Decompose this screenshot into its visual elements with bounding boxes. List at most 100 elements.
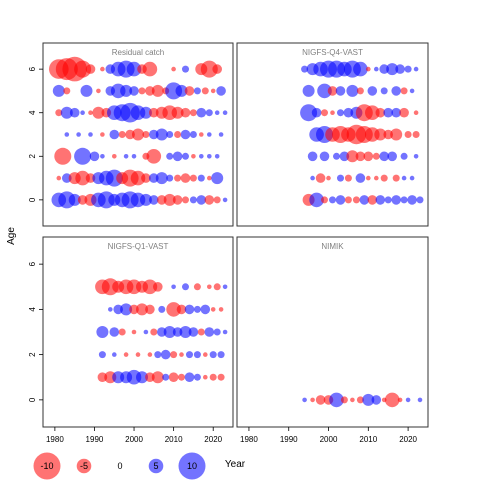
x-tick-label: 2010 bbox=[165, 435, 183, 444]
residual-bubble bbox=[100, 154, 105, 159]
residual-bubble bbox=[374, 66, 379, 72]
residual-bubble bbox=[356, 396, 364, 404]
residual-bubble bbox=[184, 86, 195, 96]
residual-bubble bbox=[74, 147, 92, 165]
residual-bubble bbox=[413, 110, 419, 115]
residual-bubble bbox=[210, 307, 216, 312]
residual-bubble bbox=[311, 107, 322, 118]
residual-bubble bbox=[200, 60, 218, 78]
residual-bubble bbox=[397, 397, 403, 403]
residual-bubble bbox=[407, 195, 417, 205]
residual-bubble bbox=[69, 107, 80, 118]
residual-bubble bbox=[109, 327, 120, 337]
legend-bubble bbox=[148, 458, 164, 474]
residual-bubble bbox=[162, 373, 170, 381]
legend-label: 10 bbox=[187, 461, 197, 471]
residual-bubble bbox=[149, 107, 159, 118]
residual-bubble bbox=[55, 109, 63, 117]
residual-bubble bbox=[207, 154, 212, 159]
legend-entry: 10 bbox=[178, 452, 206, 480]
residual-bubble bbox=[339, 151, 350, 162]
residual-bubble bbox=[390, 128, 403, 141]
residual-bubble bbox=[391, 107, 402, 118]
residual-bubble bbox=[132, 128, 144, 141]
residual-bubble bbox=[326, 175, 331, 181]
panel-frame bbox=[42, 42, 234, 227]
residual-bubble bbox=[200, 304, 211, 315]
residual-bubble bbox=[335, 86, 346, 96]
residual-bubble bbox=[197, 328, 205, 336]
residual-bubble bbox=[400, 152, 408, 160]
residual-bubble bbox=[337, 109, 344, 117]
residual-bubble bbox=[321, 109, 328, 117]
residual-bubble bbox=[145, 86, 155, 96]
residual-bubble bbox=[182, 65, 189, 73]
residual-bubble bbox=[160, 349, 171, 360]
panel-title: Residual catch bbox=[112, 48, 164, 57]
residual-bubble bbox=[409, 175, 415, 181]
legend-label: -10 bbox=[40, 461, 53, 471]
y-tick-label: 6 bbox=[28, 66, 37, 71]
residual-bubble bbox=[307, 151, 318, 162]
residual-bubble bbox=[217, 351, 225, 359]
residual-bubble bbox=[100, 132, 105, 137]
x-tick-label: 2020 bbox=[399, 435, 417, 444]
residual-bubble bbox=[340, 396, 348, 404]
residual-bubble bbox=[222, 110, 228, 115]
residual-bubble bbox=[353, 61, 368, 77]
residual-bubble bbox=[139, 106, 152, 119]
residual-bubble bbox=[166, 174, 174, 182]
legend-label: 5 bbox=[153, 461, 158, 471]
residual-bubble bbox=[171, 66, 176, 72]
residual-bubble bbox=[96, 326, 109, 338]
residual-bubble bbox=[143, 329, 149, 335]
residual-bubble bbox=[174, 131, 182, 138]
residual-bubble bbox=[399, 107, 409, 118]
panel-1: Residual catch bbox=[42, 42, 234, 227]
residual-bubble bbox=[404, 65, 412, 73]
y-tick-label: 6 bbox=[28, 261, 37, 266]
residual-bubble bbox=[171, 284, 176, 290]
residual-bubble bbox=[180, 173, 191, 183]
residual-bubble bbox=[166, 131, 174, 138]
x-tick-label: 1990 bbox=[86, 435, 104, 444]
residual-bubble bbox=[199, 132, 204, 137]
residual-bubble bbox=[343, 107, 354, 118]
residual-bubble bbox=[315, 395, 326, 405]
residual-bubble bbox=[184, 304, 195, 315]
residual-bubble bbox=[205, 109, 213, 117]
residual-bubble bbox=[166, 152, 174, 160]
residual-bubble bbox=[193, 305, 201, 313]
residual-bubble bbox=[149, 173, 159, 183]
residual-bubble bbox=[302, 397, 307, 403]
residual-bubble bbox=[118, 131, 126, 138]
residual-bubble bbox=[375, 195, 386, 205]
legend-entry: -5 bbox=[76, 458, 92, 474]
residual-bubble bbox=[96, 88, 101, 94]
residual-bubble bbox=[405, 397, 411, 403]
residual-bubble bbox=[310, 397, 315, 403]
residual-bubble bbox=[193, 87, 201, 95]
residual-bubble bbox=[317, 83, 332, 99]
residual-bubble bbox=[330, 110, 335, 115]
residual-bubble bbox=[189, 196, 197, 204]
residual-bubble bbox=[168, 372, 179, 383]
residual-bubble bbox=[100, 66, 105, 72]
residual-bubble bbox=[392, 174, 400, 182]
residual-bubble bbox=[85, 64, 96, 74]
residual-bubble bbox=[204, 327, 215, 337]
residual-bubble bbox=[214, 110, 220, 115]
residual-bubble bbox=[145, 304, 155, 315]
residual-bubble bbox=[213, 283, 221, 291]
residual-bubble bbox=[155, 172, 168, 185]
y-tick-label: 2 bbox=[28, 352, 37, 357]
y-tick-label: 4 bbox=[28, 307, 37, 312]
residual-bubble bbox=[179, 352, 184, 357]
residual-bubble bbox=[391, 86, 402, 96]
residual-bubble bbox=[109, 129, 120, 140]
residual-bubble bbox=[391, 195, 402, 205]
legend-entry: 5 bbox=[148, 458, 164, 474]
residual-bubble bbox=[56, 175, 62, 181]
residual-bubble bbox=[214, 154, 220, 159]
